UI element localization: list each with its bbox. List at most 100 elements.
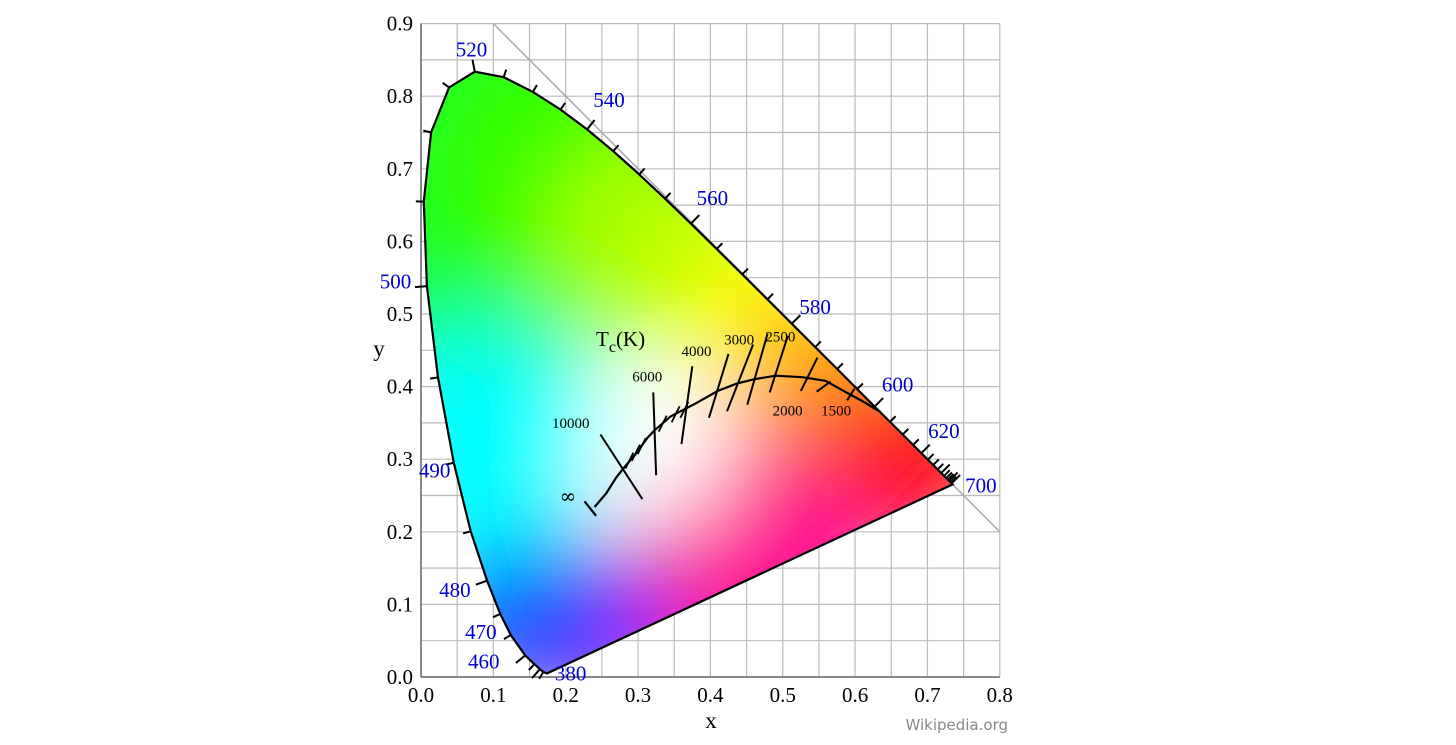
temperature-label-10000: 10000 (552, 416, 590, 432)
wavelength-tick (791, 314, 801, 325)
wavelength-tick-marks (414, 59, 961, 680)
wavelength-tick (423, 129, 432, 134)
wavelength-tick (920, 443, 931, 454)
wavelength-tick (690, 214, 701, 225)
isotherm-line (599, 433, 644, 500)
wavelength-tick (532, 84, 538, 93)
wavelength-tick (414, 285, 428, 289)
planckian-endcap (583, 500, 597, 517)
isotherm-line (652, 392, 658, 476)
planckian-tick (670, 405, 681, 423)
temperature-label-4000: 4000 (681, 344, 711, 360)
y-tick-label: 0.4 (387, 375, 414, 399)
y-tick-label: 0.5 (387, 302, 413, 326)
wavelength-tick (836, 362, 844, 370)
temperature-label-2000: 2000 (773, 404, 803, 420)
wavelength-tick (901, 428, 910, 436)
wavelength-tick (945, 471, 953, 479)
x-tick-label: 0.8 (987, 683, 1013, 707)
y-tick-label: 0.2 (387, 520, 413, 544)
wavelength-tick (889, 415, 897, 423)
wavelength-tick (471, 59, 476, 72)
wavelength-labels: 380 460 470 480 490 500 520 540 560 580 600 620 700 (380, 37, 997, 685)
y-tick-label: 0.8 (387, 84, 413, 108)
wavelength-label-460: 460 (468, 649, 500, 673)
wavelength-tick (766, 292, 774, 301)
x-tick-label: 0.0 (408, 683, 434, 707)
wavelength-tick (943, 469, 951, 477)
temperature-label-1500: 1500 (821, 404, 851, 420)
wavelength-tick (814, 340, 822, 348)
wavelength-tick (638, 167, 646, 176)
wavelength-label-480: 480 (439, 578, 471, 602)
isotherm-line (726, 344, 755, 412)
x-tick-label: 0.5 (770, 683, 796, 707)
color-temperature-title: Tc(K) (596, 327, 645, 356)
isotherm-line (680, 366, 694, 445)
wavelength-label-470: 470 (465, 620, 497, 644)
wavelength-label-700: 700 (965, 474, 997, 498)
wavelength-tick (948, 471, 959, 482)
wavelength-tick (932, 458, 940, 466)
wavelength-tick (503, 634, 512, 641)
wavelength-tick (445, 461, 455, 466)
wavelength-tick (612, 144, 620, 152)
wavelength-tick (947, 473, 955, 481)
planckian-tick (636, 437, 647, 455)
y-axis-tick-labels: 0.0 0.1 0.2 0.3 0.4 0.5 0.6 0.7 0.8 0.9 (387, 12, 414, 689)
wavelength-tick (528, 663, 536, 671)
wavelength-tick (715, 242, 724, 250)
x-tick-label: 0.6 (842, 683, 868, 707)
planckian-tick (631, 444, 641, 462)
y-axis-title: y (373, 336, 385, 361)
wavelength-tick (927, 453, 935, 461)
wavelength-tick (559, 102, 566, 111)
wavelength-label-500: 500 (380, 270, 412, 294)
x-tick-label: 0.7 (914, 683, 940, 707)
wavelength-label-600: 600 (882, 373, 914, 397)
wavelength-tick (949, 476, 957, 484)
temperature-label-3000: 3000 (724, 332, 754, 348)
x-tick-label: 0.2 (553, 683, 579, 707)
wavelength-tick (475, 579, 488, 586)
wavelength-tick (515, 654, 526, 664)
spectral-locus (422, 70, 955, 675)
wavelength-label-540: 540 (593, 88, 625, 112)
y-tick-label: 0.9 (387, 12, 413, 36)
wavelength-tick (856, 382, 864, 390)
y-tick-label: 0.7 (387, 157, 413, 181)
x-tick-label: 0.1 (480, 683, 506, 707)
wavelength-tick (462, 530, 471, 535)
wavelength-label-580: 580 (799, 295, 831, 319)
wavelength-tick (531, 668, 541, 679)
wavelength-tick (741, 267, 749, 275)
wavelength-tick (586, 119, 596, 130)
wavelength-tick (664, 192, 672, 200)
wavelength-tick (950, 474, 961, 485)
wavelength-label-520: 520 (456, 37, 488, 61)
wavelength-tick (492, 613, 501, 619)
wavelength-tick (936, 463, 944, 471)
temperature-label-6000: 6000 (632, 370, 662, 386)
isotherm-line (799, 357, 819, 392)
temperature-label-2500: 2500 (765, 330, 795, 346)
wavelength-tick (502, 69, 508, 78)
wavelength-label-490: 490 (419, 458, 451, 482)
isotherm-line (707, 353, 730, 419)
planckian-tick (657, 415, 668, 433)
wavelength-label-620: 620 (928, 419, 960, 443)
isotherm-line (816, 380, 832, 393)
wavelength-tick (912, 438, 920, 446)
y-tick-label: 0.0 (387, 665, 413, 689)
x-axis-tick-labels: 0.0 0.1 0.2 0.3 0.4 0.5 0.6 0.7 0.8 (408, 683, 1013, 707)
y-tick-label: 0.3 (387, 447, 413, 471)
x-axis-title: x (705, 708, 717, 733)
wavelength-tick (940, 463, 951, 474)
credit-text: Wikipedia.org (905, 716, 1008, 734)
wavelength-tick (442, 82, 450, 89)
isotherm-line (746, 333, 769, 406)
y-tick-label: 0.1 (387, 592, 413, 616)
isotherm-line (768, 335, 789, 393)
wavelength-tick (538, 671, 545, 680)
